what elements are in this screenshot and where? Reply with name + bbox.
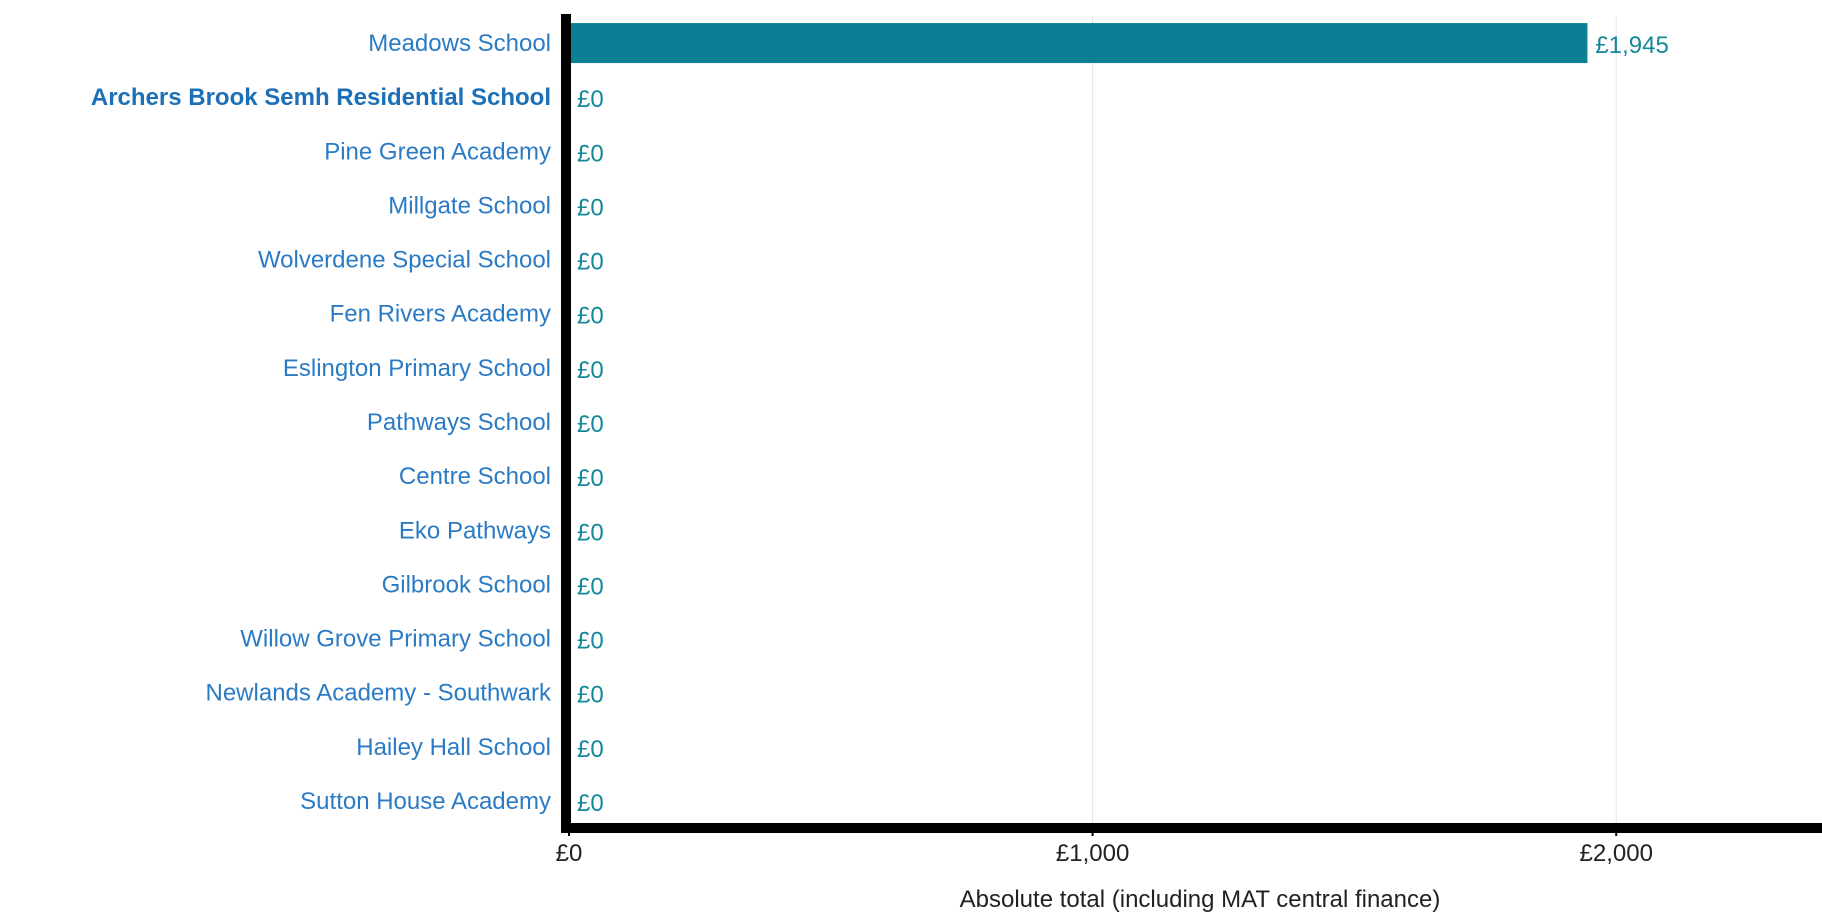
category-label-1[interactable]: Meadows School xyxy=(368,30,551,57)
category-label-10[interactable]: Eko Pathways xyxy=(399,517,551,544)
category-label-9[interactable]: Centre School xyxy=(399,463,551,490)
value-label-1: £1,945 xyxy=(1595,32,1668,59)
value-label-11: £0 xyxy=(577,573,604,600)
value-label-15: £0 xyxy=(577,790,604,817)
x-tick-label-2: £2,000 xyxy=(1580,840,1653,867)
x-axis-title: Absolute total (including MAT central fi… xyxy=(960,886,1441,913)
value-label-8: £0 xyxy=(577,411,604,438)
value-label-13: £0 xyxy=(577,682,604,709)
value-label-9: £0 xyxy=(577,465,604,492)
value-label-7: £0 xyxy=(577,357,604,384)
category-label-4[interactable]: Millgate School xyxy=(388,192,551,219)
value-label-10: £0 xyxy=(577,519,604,546)
category-label-12[interactable]: Willow Grove Primary School xyxy=(240,626,551,653)
category-label-3[interactable]: Pine Green Academy xyxy=(324,138,551,165)
axes: £0 £1,000 £2,000 xyxy=(556,14,1822,867)
x-tick-label-0: £0 xyxy=(556,840,583,867)
bar-1 xyxy=(569,23,1588,64)
value-labels: £1,945 £0 £0 £0 £0 £0 £0 £0 £0 £0 £0 £0 £0 £0 £0 xyxy=(577,32,1669,817)
value-label-14: £0 xyxy=(577,736,604,763)
grid-lines xyxy=(1092,16,1617,828)
category-label-2[interactable]: Archers Brook Semh Residential School xyxy=(91,84,551,111)
value-label-6: £0 xyxy=(577,303,604,330)
bars xyxy=(569,23,1588,64)
category-label-14[interactable]: Hailey Hall School xyxy=(356,734,551,761)
category-label-13[interactable]: Newlands Academy - Southwark xyxy=(206,680,552,707)
category-label-5[interactable]: Wolverdene Special School xyxy=(258,247,551,274)
category-label-11[interactable]: Gilbrook School xyxy=(382,571,551,598)
value-label-2: £0 xyxy=(577,86,604,113)
category-label-8[interactable]: Pathways School xyxy=(367,409,551,436)
category-label-15[interactable]: Sutton House Academy xyxy=(300,788,551,815)
value-label-4: £0 xyxy=(577,194,604,221)
x-tick-label-1: £1,000 xyxy=(1056,840,1129,867)
category-label-7[interactable]: Eslington Primary School xyxy=(283,355,551,382)
category-labels: Meadows School Archers Brook Semh Residen… xyxy=(91,30,552,815)
value-label-12: £0 xyxy=(577,628,604,655)
value-label-5: £0 xyxy=(577,249,604,276)
category-label-6[interactable]: Fen Rivers Academy xyxy=(330,301,551,328)
value-label-3: £0 xyxy=(577,140,604,167)
